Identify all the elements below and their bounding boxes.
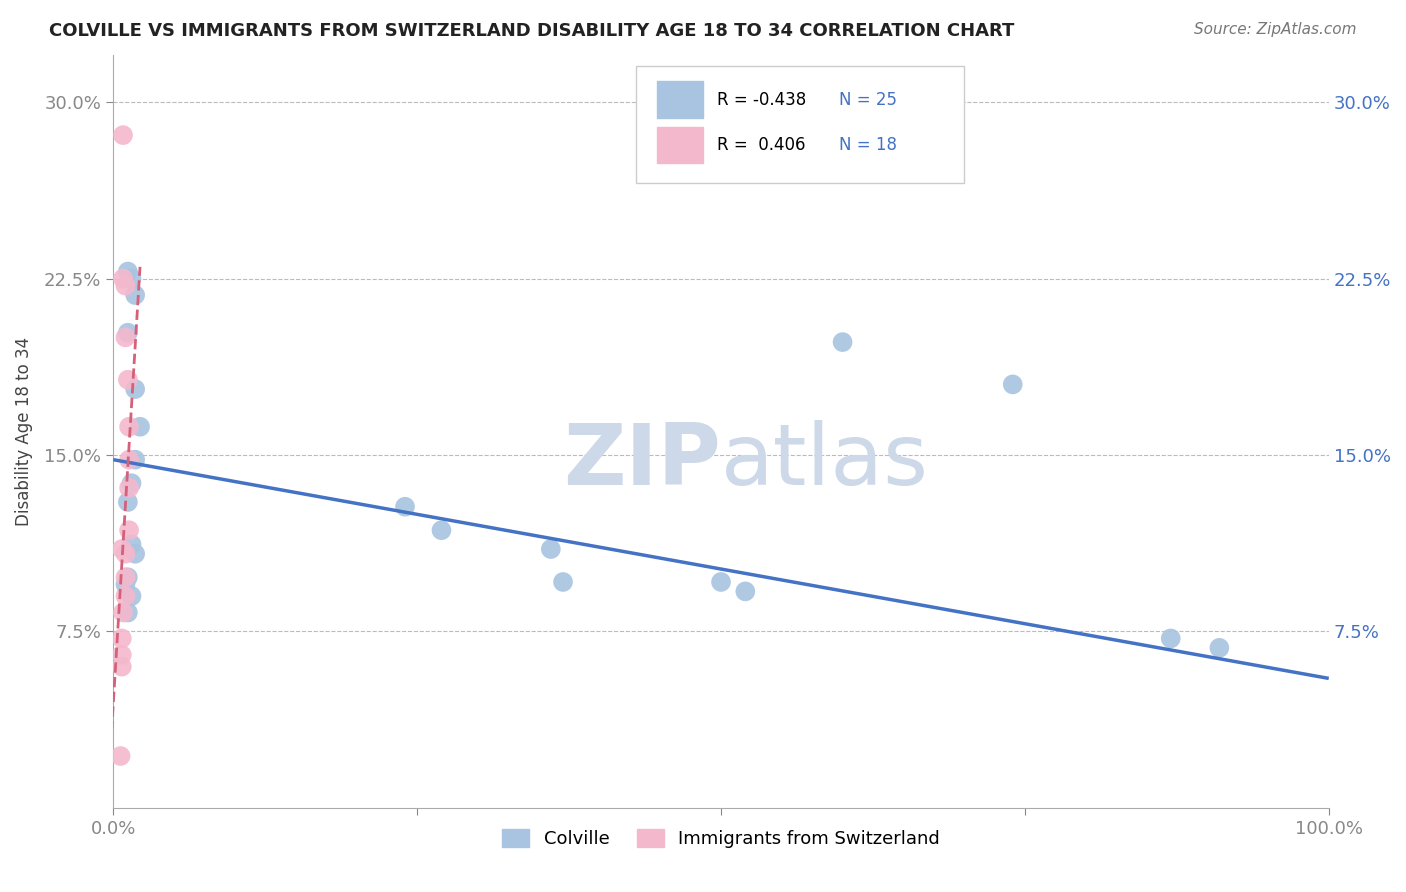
- Point: [710, 574, 733, 589]
- Point: [118, 481, 141, 495]
- Point: [121, 589, 143, 603]
- Bar: [657, 81, 703, 118]
- Point: [124, 452, 146, 467]
- Point: [121, 476, 143, 491]
- Legend: Colville, Immigrants from Switzerland: Colville, Immigrants from Switzerland: [495, 822, 948, 855]
- FancyBboxPatch shape: [636, 66, 965, 183]
- Point: [111, 128, 134, 142]
- Point: [734, 584, 756, 599]
- Text: COLVILLE VS IMMIGRANTS FROM SWITZERLAND DISABILITY AGE 18 TO 34 CORRELATION CHAR: COLVILLE VS IMMIGRANTS FROM SWITZERLAND …: [49, 22, 1015, 40]
- Point: [114, 547, 136, 561]
- Text: N = 18: N = 18: [839, 136, 897, 153]
- Point: [114, 577, 136, 591]
- Text: N = 25: N = 25: [839, 91, 897, 109]
- Text: R = -0.438: R = -0.438: [717, 91, 807, 109]
- Point: [1001, 377, 1024, 392]
- Text: Source: ZipAtlas.com: Source: ZipAtlas.com: [1194, 22, 1357, 37]
- Point: [118, 452, 141, 467]
- Y-axis label: Disability Age 18 to 34: Disability Age 18 to 34: [15, 337, 32, 526]
- Point: [114, 278, 136, 293]
- Point: [114, 589, 136, 603]
- Point: [121, 537, 143, 551]
- Point: [831, 334, 853, 349]
- Point: [117, 606, 139, 620]
- Point: [111, 271, 134, 285]
- Text: ZIP: ZIP: [564, 420, 721, 503]
- Point: [111, 648, 134, 662]
- Point: [124, 547, 146, 561]
- Point: [114, 570, 136, 584]
- Point: [110, 749, 132, 764]
- Point: [117, 495, 139, 509]
- Point: [394, 500, 416, 514]
- Point: [114, 330, 136, 344]
- Point: [117, 570, 139, 584]
- Point: [540, 542, 562, 557]
- Point: [117, 326, 139, 340]
- Point: [118, 419, 141, 434]
- Point: [551, 574, 574, 589]
- Point: [124, 288, 146, 302]
- Point: [121, 271, 143, 285]
- Point: [124, 382, 146, 396]
- Point: [1208, 640, 1230, 655]
- Text: R =  0.406: R = 0.406: [717, 136, 806, 153]
- Point: [111, 542, 134, 557]
- Point: [117, 264, 139, 278]
- Bar: [657, 127, 703, 162]
- Point: [111, 659, 134, 673]
- Point: [118, 523, 141, 537]
- Point: [430, 523, 453, 537]
- Point: [111, 632, 134, 646]
- Point: [117, 373, 139, 387]
- Point: [111, 606, 134, 620]
- Point: [1160, 632, 1182, 646]
- Point: [129, 419, 152, 434]
- Text: atlas: atlas: [721, 420, 929, 503]
